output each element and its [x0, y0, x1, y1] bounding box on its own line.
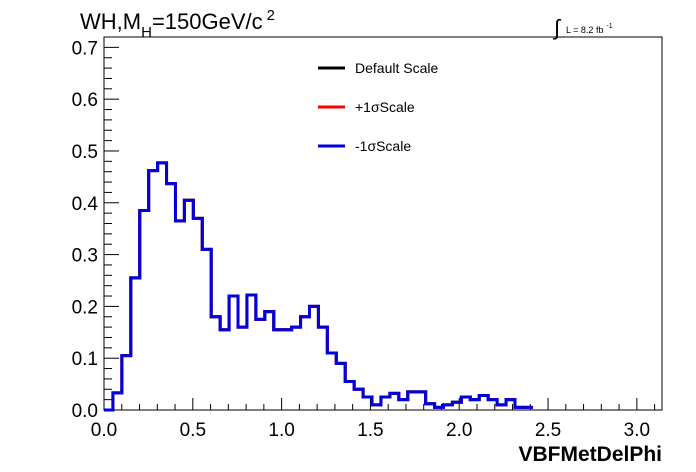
legend-label-1: +1σScale: [355, 99, 415, 115]
x-tick-label: 1.0: [268, 420, 294, 441]
title-rest: =150GeV/c: [152, 9, 263, 34]
series-line-2: [104, 161, 533, 412]
lumi-superscript: -1: [606, 23, 612, 30]
y-axis: 0.0 0.1 0.2 0.3 0.4 0.5 0.6 0.7: [72, 36, 119, 422]
y-tick-label: 0.5: [72, 142, 98, 163]
x-tick-label: 1.5: [357, 420, 383, 441]
legend: Default Scale +1σScale -1σScale: [318, 60, 438, 154]
y-tick-label: 0.1: [72, 349, 98, 370]
lumi-label: L = 8.2 fb -1: [566, 23, 613, 35]
x-axis: 0.0 0.5 1.0 1.5 2.0 2.5 3.0: [91, 398, 656, 441]
series-layer: [104, 161, 533, 412]
title-main: WH,M: [80, 9, 141, 34]
series-line-1: [104, 161, 533, 412]
plot-frame: [103, 36, 663, 411]
series-line-0: [104, 161, 533, 412]
chart-title: WH,MH=150GeV/c 2: [80, 7, 275, 41]
x-tick-label: 3.0: [624, 420, 650, 441]
y-tick-label: 0.0: [72, 401, 98, 422]
y-tick-label: 0.4: [72, 194, 99, 215]
lumi-integral-symbol: ∫: [552, 15, 562, 40]
x-tick-label: 2.0: [446, 420, 472, 441]
legend-label-0: Default Scale: [355, 60, 438, 76]
y-tick-label: 0.6: [72, 90, 98, 111]
legend-label-2: -1σScale: [355, 138, 411, 154]
x-axis-label: VBFMetDelPhi: [518, 443, 662, 466]
x-tick-label: 2.5: [535, 420, 561, 441]
lumi-text: L = 8.2 fb: [566, 25, 603, 35]
y-tick-label: 0.2: [72, 297, 98, 318]
title-subscript: H: [141, 24, 152, 41]
x-tick-label: 0.0: [91, 420, 117, 441]
y-tick-label: 0.3: [72, 246, 98, 267]
title-superscript: 2: [267, 7, 275, 24]
y-tick-label: 0.7: [72, 38, 98, 59]
x-tick-label: 0.5: [180, 420, 206, 441]
